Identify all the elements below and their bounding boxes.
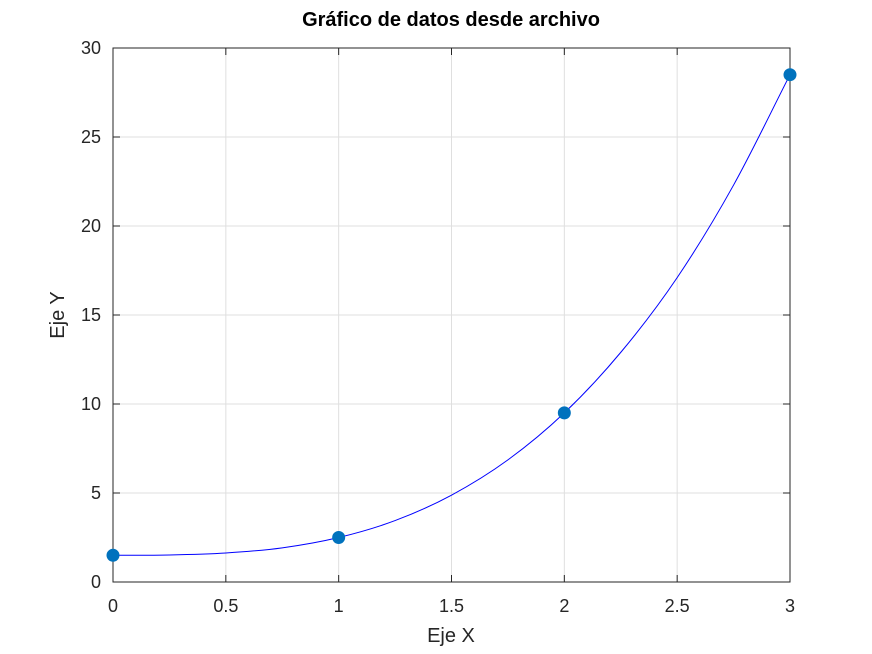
x-axis-label: Eje X — [427, 625, 475, 647]
series-curve — [112, 74, 791, 556]
data-point-marker — [332, 531, 346, 544]
data-point-marker — [106, 548, 120, 562]
data-point-marker — [783, 68, 797, 82]
x-tick-label: 0.5 — [213, 596, 238, 616]
y-tick-label: 5 — [91, 483, 101, 503]
x-tick-label: 3 — [785, 596, 795, 616]
series-layer — [106, 68, 797, 562]
y-axis-label: Eje Y — [47, 291, 69, 338]
x-tick-label: 2.5 — [665, 596, 690, 616]
y-tick-label: 20 — [81, 216, 101, 236]
data-point-marker — [557, 406, 571, 420]
chart-title: Gráfico de datos desde archivo — [302, 9, 600, 31]
x-tick-label: 1 — [334, 596, 344, 616]
y-tick-label: 30 — [81, 38, 101, 58]
y-tick-label: 25 — [81, 127, 101, 147]
y-tick-label: 0 — [91, 572, 101, 592]
y-tick-label: 10 — [81, 394, 101, 414]
y-tick-label: 15 — [81, 305, 101, 325]
x-tick-label: 0 — [108, 596, 118, 616]
x-tick-label: 1.5 — [439, 596, 464, 616]
x-tick-label: 2 — [559, 596, 569, 616]
